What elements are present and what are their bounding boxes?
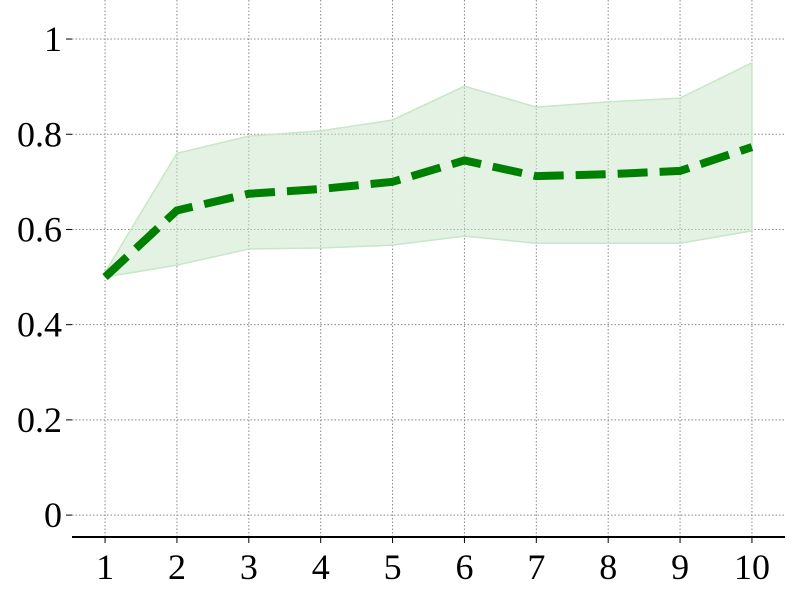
x-tick-label: 1 <box>96 547 114 587</box>
x-tick-label: 2 <box>168 547 186 587</box>
line <box>102 143 754 281</box>
x-tick-label: 7 <box>527 547 545 587</box>
x-tick-label: 9 <box>671 547 689 587</box>
x-tick-label: 8 <box>599 547 617 587</box>
x-tick-label: 5 <box>384 547 402 587</box>
y-tick-label: 0.8 <box>17 114 62 154</box>
y-tick-label: 0.2 <box>17 400 62 440</box>
x-tick-label: 4 <box>312 547 330 587</box>
x-tick-label: 3 <box>240 547 258 587</box>
x-tick-label: 10 <box>734 547 770 587</box>
x-tick-label: 6 <box>455 547 473 587</box>
y-tick-label: 1 <box>44 19 62 59</box>
y-tick-label: 0.6 <box>17 209 62 249</box>
y-tick-label: 0.4 <box>17 305 62 345</box>
y-tick-label: 0 <box>44 495 62 535</box>
